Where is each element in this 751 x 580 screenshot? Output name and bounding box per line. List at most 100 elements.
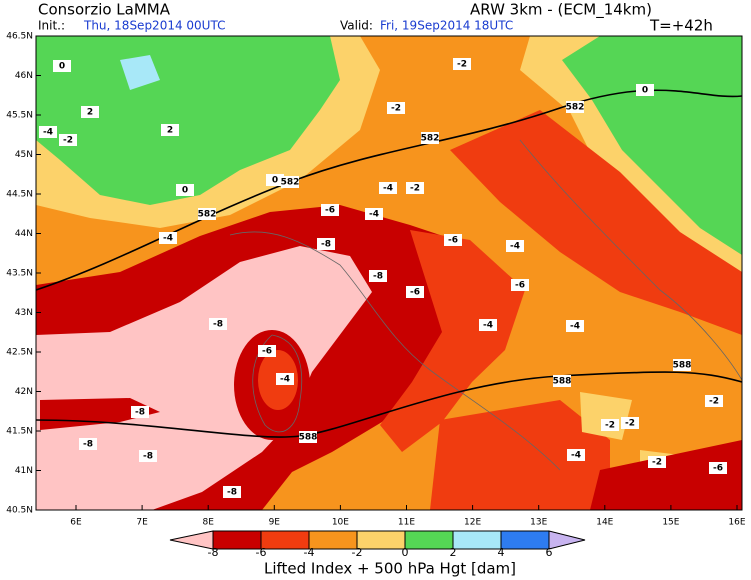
contour-label: -8 <box>321 240 331 250</box>
contour-label-box <box>636 84 654 96</box>
contour-label-box <box>406 182 424 194</box>
contour-label-box <box>444 234 462 246</box>
lon-label: 12E <box>464 518 481 528</box>
contour-label: -4 <box>571 451 581 461</box>
lat-label: 46N <box>15 71 33 81</box>
field <box>430 400 610 510</box>
contour-label: 588 <box>299 433 318 443</box>
colorbar-segment <box>452 530 502 550</box>
contour-label: -6 <box>448 236 458 246</box>
lead-time: T=+42h <box>649 17 713 35</box>
lat-label: 43.5N <box>6 269 33 279</box>
field <box>590 440 742 510</box>
contour-label: -2 <box>63 136 73 146</box>
contour-label-box <box>39 126 57 138</box>
contour-label: -8 <box>143 452 153 462</box>
height-contour <box>36 89 742 291</box>
contour-label-box <box>379 182 397 194</box>
lat-label: 42.5N <box>6 348 33 358</box>
coastline <box>229 139 742 471</box>
contour-label-box <box>601 419 619 431</box>
contour-label: -8 <box>213 320 223 330</box>
init-time: Thu, 18Sep2014 00UTC <box>83 19 225 33</box>
contour-label: 0 <box>642 86 648 96</box>
lat-label: 42N <box>15 387 33 397</box>
colorbar-segment <box>212 530 262 550</box>
height-contour <box>36 371 742 438</box>
contour-label-box <box>365 208 383 220</box>
lat-label: 40.5N <box>6 506 33 516</box>
lat-label: 45N <box>15 150 33 160</box>
contour-label-box <box>479 319 497 331</box>
contour-label: 582 <box>421 134 440 144</box>
contour-label-box <box>159 232 177 244</box>
colorbar: -8 -6 -4 -2 0 2 4 6 <box>169 530 586 559</box>
lon-label: 6E <box>70 518 82 528</box>
contour-label-box <box>709 462 727 474</box>
colorbar-label: -4 <box>304 546 315 559</box>
contour-label: -4 <box>280 375 290 385</box>
contour-label: -6 <box>325 206 335 216</box>
lon-label: 16E <box>728 518 745 528</box>
contour-label: 582 <box>566 103 585 113</box>
contour-label-box <box>223 486 241 498</box>
contour-label-box <box>387 102 405 114</box>
contour-label-box <box>553 375 571 387</box>
contour-label-box <box>176 184 194 196</box>
contour-label-box <box>276 373 294 385</box>
contour-label-box <box>198 208 216 220</box>
lat-label: 43N <box>15 308 33 318</box>
contour-label-box <box>511 279 529 291</box>
contour-label: 0 <box>272 176 278 186</box>
contour-label: -4 <box>383 184 393 194</box>
contour-label: 588 <box>673 361 692 371</box>
contour-label: -2 <box>605 421 615 431</box>
valid-time: Fri, 19Sep2014 18UTC <box>380 19 513 33</box>
lon-label: 9E <box>269 518 281 528</box>
contour-label: -8 <box>227 488 237 498</box>
contour-label-box <box>705 395 723 407</box>
contour-label-box <box>566 320 584 332</box>
org: Consorzio LaMMA <box>38 1 171 19</box>
contour-label-box <box>506 240 524 252</box>
contour-label: -2 <box>391 104 401 114</box>
contour-label-box <box>258 345 276 357</box>
field <box>36 36 340 205</box>
lat-label: 46.5N <box>6 32 33 42</box>
contour-label: -6 <box>515 281 525 291</box>
contour-label-box <box>369 270 387 282</box>
contour-label: -2 <box>410 184 420 194</box>
lon-label: 14E <box>596 518 613 528</box>
contour-label-box <box>59 134 77 146</box>
contour-label: -8 <box>135 408 145 418</box>
contour-label-box <box>131 406 149 418</box>
contour-label: -4 <box>483 321 493 331</box>
contour-label-box <box>79 438 97 450</box>
valid-label: Valid: <box>340 19 373 33</box>
contour-label-box <box>53 60 71 72</box>
lon-label: 10E <box>332 518 349 528</box>
map: 0 2 0 -2 -4 -2 2 0 -2 582 582 582 582 -4 -2 -4 -6 -8 -4 -6 -… <box>6 32 746 528</box>
contour-label: -6 <box>262 347 272 357</box>
contour-label-box <box>281 176 299 188</box>
contour-label: 0 <box>59 62 65 72</box>
contour-label-box <box>648 456 666 468</box>
contour-label: 588 <box>553 377 572 387</box>
colorbar-segment <box>404 530 454 550</box>
colorbar-label: 6 <box>546 546 553 559</box>
contour-label: -4 <box>43 128 53 138</box>
contour-label: 2 <box>87 108 93 118</box>
field <box>450 110 742 335</box>
init-label: Init.: <box>38 19 65 33</box>
lat-label: 45.5N <box>6 111 33 121</box>
contour-label: 2 <box>167 126 173 136</box>
colorbar-title: Lifted Index + 500 hPa Hgt [dam] <box>264 560 516 578</box>
colorbar-label: -8 <box>208 546 219 559</box>
colorbar-segment <box>356 530 406 550</box>
lat-label: 44N <box>15 229 33 239</box>
contour-label-box <box>567 449 585 461</box>
colorbar-label: -6 <box>256 546 267 559</box>
contour-label-box <box>673 359 691 371</box>
contour-label-box <box>566 101 584 113</box>
